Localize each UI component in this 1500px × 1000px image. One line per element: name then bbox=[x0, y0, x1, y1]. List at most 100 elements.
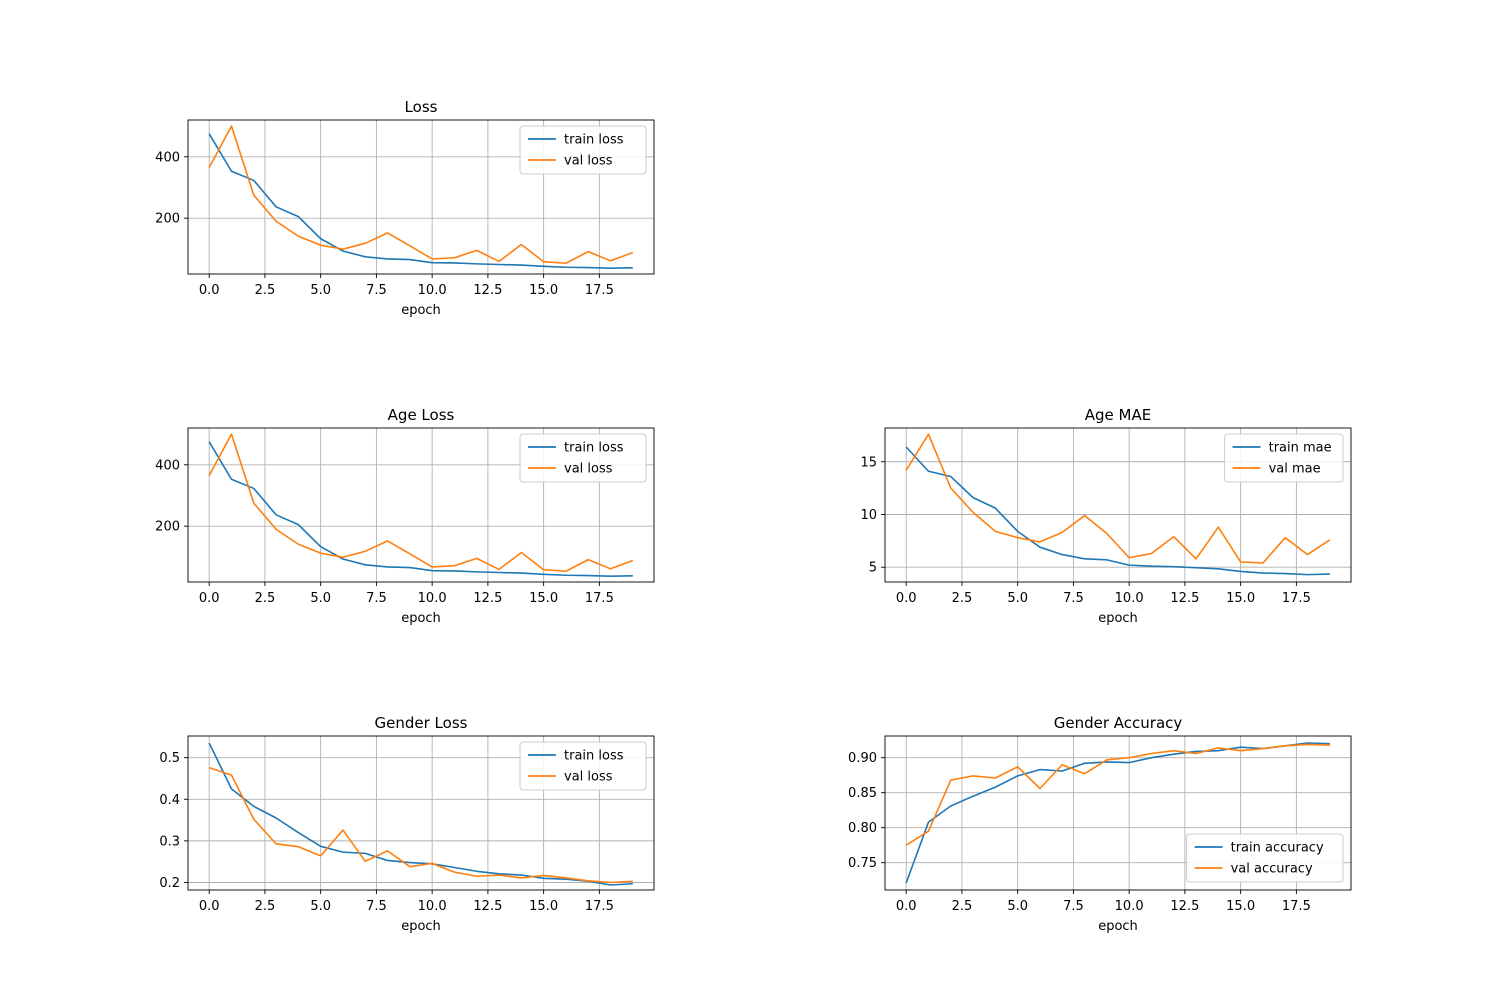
x-tick-label: 15.0 bbox=[1226, 899, 1255, 914]
legend-label: val loss bbox=[564, 462, 613, 477]
chart-gender-loss: 0.0 2.5 5.0 7.5 10.0 12.5 15.0 17.5 0.2 0.3 0.4 0.5… bbox=[159, 714, 655, 934]
legend-label: val loss bbox=[564, 770, 613, 785]
x-tick-label: 0.0 bbox=[896, 899, 917, 914]
legend-box bbox=[519, 741, 647, 791]
axes-frame bbox=[187, 119, 655, 275]
y-tick-label: 400 bbox=[155, 458, 180, 473]
x-tick-label: 2.5 bbox=[952, 591, 973, 606]
x-tick-label: 17.5 bbox=[1282, 899, 1311, 914]
legend-label: train loss bbox=[564, 441, 624, 456]
x-tick-label: 10.0 bbox=[418, 591, 447, 606]
y-tick-label: 200 bbox=[155, 520, 180, 535]
chart-title: Gender Loss bbox=[375, 714, 468, 732]
axes-frame bbox=[187, 427, 655, 583]
x-tick-label: 5.0 bbox=[1007, 591, 1028, 606]
x-tick-label: 0.0 bbox=[199, 283, 220, 298]
series-line-val-loss bbox=[208, 433, 634, 573]
axes-frame bbox=[884, 427, 1352, 583]
x-tick-label: 5.0 bbox=[310, 591, 331, 606]
series-line-val-mae bbox=[905, 433, 1331, 564]
y-tick-label: 0.5 bbox=[159, 751, 180, 766]
x-tick-label: 2.5 bbox=[952, 899, 973, 914]
y-tick-label: 0.2 bbox=[159, 876, 180, 891]
x-tick-label: 10.0 bbox=[418, 283, 447, 298]
series-line-train-loss bbox=[208, 742, 633, 886]
x-tick-label: 5.0 bbox=[1007, 899, 1028, 914]
chart-age-mae: 0.0 2.5 5.0 7.5 10.0 12.5 15.0 17.5 5 10 15 Age MAE… bbox=[860, 406, 1352, 626]
series-line-val-loss bbox=[208, 125, 634, 265]
x-tick-label: 10.0 bbox=[418, 899, 447, 914]
x-axis-label: epoch bbox=[401, 611, 441, 626]
x-axis-label: epoch bbox=[1098, 919, 1138, 934]
legend: train loss val loss bbox=[519, 741, 647, 791]
y-tick-label: 0.90 bbox=[848, 751, 877, 766]
legend-label: val accuracy bbox=[1231, 862, 1313, 877]
x-tick-label: 12.5 bbox=[473, 899, 502, 914]
x-tick-label: 10.0 bbox=[1115, 591, 1144, 606]
y-tick-label: 0.3 bbox=[159, 834, 180, 849]
legend: train loss val loss bbox=[519, 433, 647, 483]
legend-box bbox=[519, 125, 647, 175]
legend: train loss val loss bbox=[519, 125, 647, 175]
x-tick-label: 17.5 bbox=[1282, 591, 1311, 606]
y-tick-label: 0.4 bbox=[159, 793, 180, 808]
x-tick-label: 15.0 bbox=[529, 899, 558, 914]
x-axis-label: epoch bbox=[401, 303, 441, 318]
legend-box bbox=[1186, 833, 1344, 883]
x-tick-label: 7.5 bbox=[366, 899, 387, 914]
chart-title: Gender Accuracy bbox=[1054, 714, 1183, 732]
series-line-val-accuracy bbox=[905, 743, 1330, 846]
x-tick-label: 12.5 bbox=[1170, 899, 1199, 914]
legend-label: train loss bbox=[564, 749, 624, 764]
x-tick-label: 2.5 bbox=[255, 591, 276, 606]
y-tick-label: 0.80 bbox=[848, 821, 877, 836]
legend-label: val mae bbox=[1269, 462, 1321, 477]
legend: train accuracy val accuracy bbox=[1186, 833, 1344, 883]
x-tick-label: 12.5 bbox=[473, 283, 502, 298]
x-tick-label: 2.5 bbox=[255, 899, 276, 914]
series-line-train-mae bbox=[905, 446, 1330, 576]
x-tick-label: 5.0 bbox=[310, 283, 331, 298]
x-tick-label: 17.5 bbox=[585, 283, 614, 298]
x-tick-label: 15.0 bbox=[529, 283, 558, 298]
legend: train mae val mae bbox=[1224, 433, 1344, 483]
x-tick-label: 17.5 bbox=[585, 899, 614, 914]
chart-title: Age MAE bbox=[1085, 406, 1151, 424]
legend-label: train mae bbox=[1269, 441, 1332, 456]
x-tick-label: 7.5 bbox=[366, 283, 387, 298]
y-tick-label: 5 bbox=[869, 561, 877, 576]
chart-gender-accuracy: 0.0 2.5 5.0 7.5 10.0 12.5 15.0 17.5 0.75 0.80 0.85… bbox=[848, 714, 1352, 934]
legend-label: train accuracy bbox=[1231, 841, 1324, 856]
axes-frame bbox=[884, 735, 1352, 891]
x-tick-label: 12.5 bbox=[473, 591, 502, 606]
x-tick-label: 15.0 bbox=[1226, 591, 1255, 606]
x-tick-label: 7.5 bbox=[1063, 591, 1084, 606]
y-tick-label: 0.85 bbox=[848, 786, 877, 801]
series-line-train-loss bbox=[208, 133, 633, 269]
y-tick-label: 400 bbox=[155, 150, 180, 165]
x-tick-label: 15.0 bbox=[529, 591, 558, 606]
y-tick-label: 0.75 bbox=[848, 856, 877, 871]
x-axis-label: epoch bbox=[401, 919, 441, 934]
x-tick-label: 7.5 bbox=[366, 591, 387, 606]
legend-label: val loss bbox=[564, 154, 613, 169]
x-tick-label: 17.5 bbox=[585, 591, 614, 606]
x-tick-label: 5.0 bbox=[310, 899, 331, 914]
x-tick-label: 0.0 bbox=[199, 591, 220, 606]
axes-frame bbox=[187, 735, 655, 891]
y-tick-label: 10 bbox=[860, 508, 877, 523]
y-tick-label: 200 bbox=[155, 212, 180, 227]
series-line-val-loss bbox=[208, 766, 633, 884]
legend-box bbox=[1224, 433, 1344, 483]
series-line-train-loss bbox=[208, 441, 633, 577]
x-tick-label: 12.5 bbox=[1170, 591, 1199, 606]
x-axis-label: epoch bbox=[1098, 611, 1138, 626]
x-tick-label: 10.0 bbox=[1115, 899, 1144, 914]
legend-label: train loss bbox=[564, 133, 624, 148]
chart-title: Loss bbox=[405, 98, 438, 116]
chart-title: Age Loss bbox=[388, 406, 455, 424]
x-tick-label: 7.5 bbox=[1063, 899, 1084, 914]
x-tick-label: 2.5 bbox=[255, 283, 276, 298]
